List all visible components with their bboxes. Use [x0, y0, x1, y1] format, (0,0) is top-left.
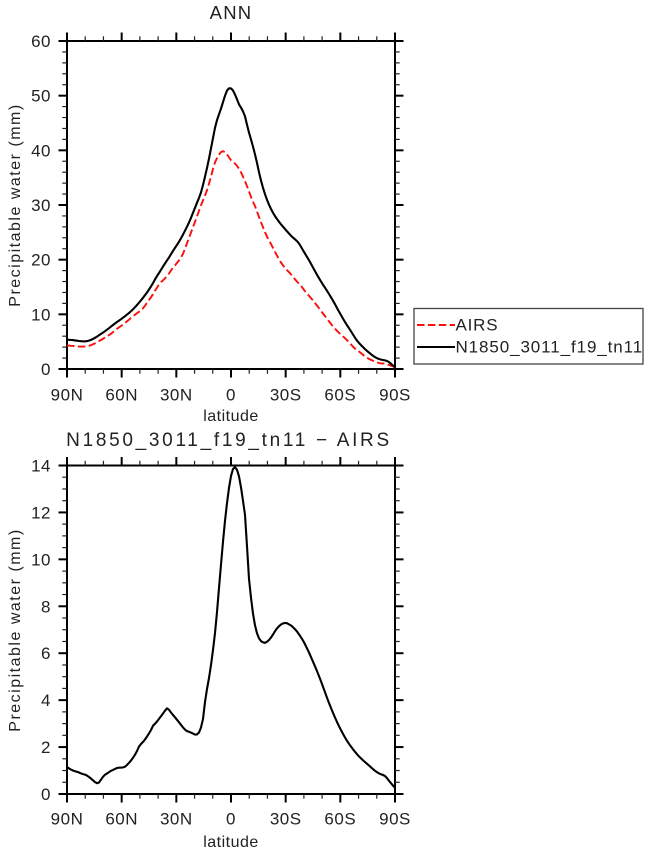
svg-text:12: 12 [31, 503, 51, 522]
svg-text:50: 50 [31, 87, 51, 106]
svg-text:60N: 60N [105, 810, 138, 829]
svg-text:Precipitable water (mm): Precipitable water (mm) [7, 103, 24, 306]
svg-text:AIRS: AIRS [456, 316, 499, 335]
svg-text:Precipitable water (mm): Precipitable water (mm) [7, 528, 24, 731]
svg-text:40: 40 [31, 141, 51, 160]
svg-text:30: 30 [31, 196, 51, 215]
svg-text:latitude: latitude [203, 408, 259, 425]
svg-text:N1850_3011_f19_tn11: N1850_3011_f19_tn11 [456, 338, 644, 357]
svg-text:6: 6 [41, 644, 51, 663]
svg-text:0: 0 [41, 360, 51, 379]
svg-text:14: 14 [31, 457, 51, 476]
svg-text:ANN: ANN [210, 2, 253, 23]
svg-text:N1850_3011_f19_tn11 − AIRS: N1850_3011_f19_tn11 − AIRS [66, 430, 392, 451]
svg-text:0: 0 [226, 810, 236, 829]
svg-text:30N: 30N [160, 810, 193, 829]
svg-text:30S: 30S [270, 386, 302, 405]
svg-text:60N: 60N [105, 386, 138, 405]
svg-text:90N: 90N [51, 386, 84, 405]
svg-text:10: 10 [31, 550, 51, 569]
svg-text:30S: 30S [270, 810, 302, 829]
svg-text:10: 10 [31, 305, 51, 324]
svg-text:60S: 60S [324, 810, 356, 829]
svg-text:90S: 90S [379, 810, 411, 829]
svg-text:60: 60 [31, 32, 51, 51]
svg-text:20: 20 [31, 251, 51, 270]
svg-text:30N: 30N [160, 386, 193, 405]
svg-text:0: 0 [226, 386, 236, 405]
svg-text:latitude: latitude [203, 834, 259, 851]
svg-text:90N: 90N [51, 810, 84, 829]
svg-text:4: 4 [41, 691, 51, 710]
svg-text:60S: 60S [324, 386, 356, 405]
svg-text:2: 2 [41, 738, 51, 757]
svg-text:0: 0 [41, 785, 51, 804]
svg-text:8: 8 [41, 597, 51, 616]
svg-text:90S: 90S [379, 386, 411, 405]
